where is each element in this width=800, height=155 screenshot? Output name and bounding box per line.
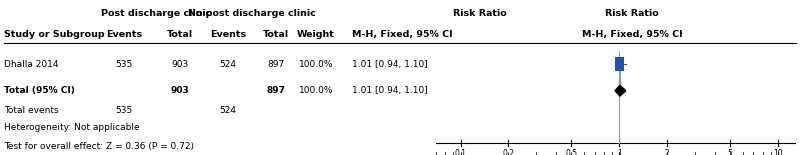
Text: Study or Subgroup: Study or Subgroup: [4, 30, 105, 39]
Text: 0.2: 0.2: [502, 149, 514, 155]
Text: 897: 897: [266, 86, 286, 95]
Text: Total: Total: [263, 30, 289, 39]
Text: Events: Events: [210, 30, 246, 39]
Text: Weight: Weight: [297, 30, 335, 39]
Text: M-H, Fixed, 95% CI: M-H, Fixed, 95% CI: [352, 30, 453, 39]
Text: 1.01 [0.94, 1.10]: 1.01 [0.94, 1.10]: [352, 86, 428, 95]
Text: Total events: Total events: [4, 106, 58, 115]
Text: 535: 535: [115, 60, 133, 69]
Text: Risk Ratio: Risk Ratio: [605, 9, 659, 18]
Text: 524: 524: [219, 106, 237, 115]
Text: 524: 524: [219, 60, 237, 69]
Text: Dhalla 2014: Dhalla 2014: [4, 60, 58, 69]
Text: Test for overall effect: Z = 0.36 (P = 0.72): Test for overall effect: Z = 0.36 (P = 0…: [4, 142, 194, 151]
Text: 0.1: 0.1: [454, 149, 466, 155]
Text: Risk Ratio: Risk Ratio: [453, 9, 507, 18]
Bar: [615, 57, 624, 71]
Text: 1.01 [0.94, 1.10]: 1.01 [0.94, 1.10]: [352, 60, 428, 69]
Text: 535: 535: [115, 106, 133, 115]
Text: 0.5: 0.5: [566, 149, 578, 155]
Text: 903: 903: [171, 60, 189, 69]
Text: 100.0%: 100.0%: [298, 60, 334, 69]
Text: 897: 897: [267, 60, 285, 69]
Text: 10: 10: [773, 149, 782, 155]
Text: Total: Total: [167, 30, 193, 39]
Text: Heterogeneity: Not applicable: Heterogeneity: Not applicable: [4, 123, 140, 132]
Text: Post discharge clinic: Post discharge clinic: [101, 9, 211, 18]
Text: Total (95% CI): Total (95% CI): [4, 86, 75, 95]
Text: 2: 2: [665, 149, 670, 155]
Text: 5: 5: [728, 149, 733, 155]
Text: M-H, Fixed, 95% CI: M-H, Fixed, 95% CI: [582, 30, 682, 39]
Text: 903: 903: [170, 86, 190, 95]
Polygon shape: [615, 85, 626, 96]
Text: Events: Events: [106, 30, 142, 39]
Text: 100.0%: 100.0%: [298, 86, 334, 95]
Text: 1: 1: [617, 149, 622, 155]
Text: No post discharge clinic: No post discharge clinic: [188, 9, 316, 18]
